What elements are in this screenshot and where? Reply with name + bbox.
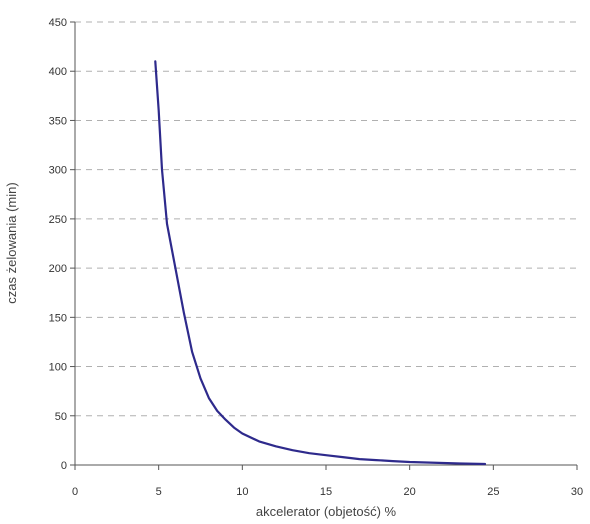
x-tick-label-10: 10 [236,486,248,498]
axes [74,22,577,466]
y-tick-label-50: 50 [55,411,67,423]
x-ticks: 0 5 10 15 20 25 30 [72,465,583,498]
y-ticks: 0 50 100 150 200 250 300 350 400 450 [49,17,75,472]
grid-lines [75,21,577,417]
y-tick-label-200: 200 [49,263,67,275]
x-tick-label-15: 15 [320,486,332,498]
series-line-0 [154,60,487,466]
x-tick-label-5: 5 [156,486,162,498]
y-tick-label-450: 450 [49,17,67,29]
x-tick-label-0: 0 [72,486,78,498]
y-tick-label-0: 0 [61,460,67,472]
y-tick-label-150: 150 [49,312,67,324]
y-tick-label-300: 300 [49,165,67,177]
x-axis-title: akcelerator (objetość) % [256,504,397,519]
x-tick-label-20: 20 [404,486,416,498]
y-tick-label-400: 400 [49,66,67,78]
y-tick-label-100: 100 [49,362,67,374]
y-axis-title: czas żelowania (min) [4,182,19,303]
y-tick-label-350: 350 [49,115,67,127]
x-tick-label-30: 30 [571,486,583,498]
series-group [154,60,487,466]
y-tick-label-250: 250 [49,214,67,226]
x-tick-label-25: 25 [487,486,499,498]
